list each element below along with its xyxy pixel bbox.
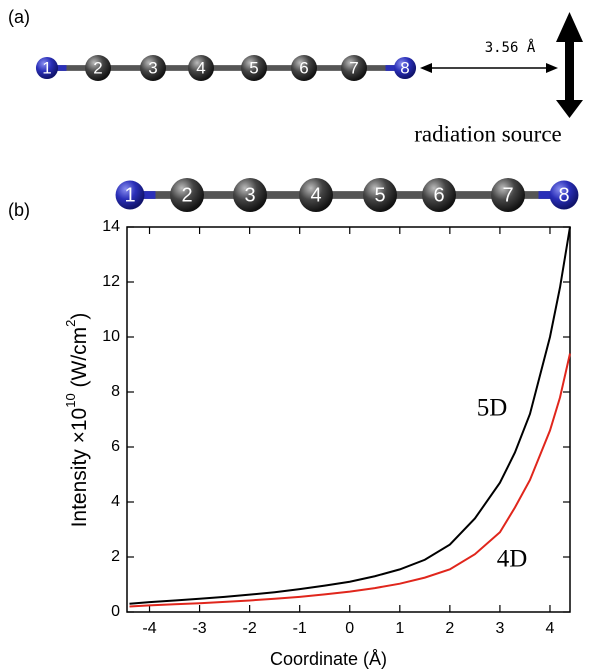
atom-label: 3 [148, 58, 157, 77]
atom-label: 4 [196, 58, 205, 77]
y-tick-label: 4 [111, 493, 120, 510]
series-label: 5D [477, 395, 508, 422]
y-axis-label-part: Intensity ×10 [68, 408, 91, 528]
y-tick-label: 6 [111, 438, 120, 455]
atom [170, 178, 204, 212]
atom-label: 4 [310, 184, 321, 206]
atom-label: 3 [244, 184, 255, 206]
atom [85, 55, 111, 81]
x-tick-label: -1 [293, 620, 307, 637]
y-tick-label: 2 [111, 548, 120, 565]
y-tick-label: 0 [111, 603, 120, 620]
atom [140, 55, 166, 81]
atom [393, 56, 417, 80]
atom-label: 2 [93, 58, 102, 77]
atom-label: 6 [433, 184, 444, 206]
y-axis-label-part: (W/cm [68, 327, 91, 393]
x-tick-label: -2 [243, 620, 257, 637]
y-tick-label: 8 [111, 383, 120, 400]
y-axis-label-part: 2 [63, 320, 78, 327]
panel-label: (a) [8, 7, 30, 27]
atom [341, 55, 367, 81]
series-line [129, 226, 571, 605]
atom-label: 8 [558, 184, 569, 206]
distance-label: 3.56 Å [485, 39, 536, 56]
x-tick-label: 2 [445, 620, 454, 637]
atom-label: 2 [181, 184, 192, 206]
atom-label: 7 [349, 58, 358, 77]
atom [35, 56, 59, 80]
plot-frame [126, 226, 571, 613]
panel-label: (b) [8, 200, 30, 220]
y-axis-label: Intensity ×1010 (W/cm2) [63, 313, 90, 528]
atom [188, 55, 214, 81]
y-tick-label: 10 [102, 328, 120, 345]
atom-label: 7 [502, 184, 513, 206]
x-tick-label: 4 [546, 620, 555, 637]
atom [299, 178, 333, 212]
atom-label: 6 [299, 58, 308, 77]
atom [549, 180, 579, 210]
series-line [129, 353, 571, 608]
x-tick-label: 0 [345, 620, 354, 637]
y-axis-label-part: ) [68, 313, 91, 320]
x-tick-label: -4 [142, 620, 156, 637]
atom-label: 5 [249, 58, 258, 77]
x-tick-label: -3 [192, 620, 206, 637]
atom [115, 180, 145, 210]
y-tick-label: 12 [102, 273, 120, 290]
atom [363, 178, 397, 212]
atom-label: 1 [124, 184, 135, 206]
atom [422, 178, 456, 212]
x-tick-label: 1 [395, 620, 404, 637]
atom [291, 55, 317, 81]
y-axis-label-part: 10 [63, 393, 78, 407]
atom-label: 5 [374, 184, 385, 206]
x-tick-label: 3 [495, 620, 504, 637]
atom-label: 8 [400, 58, 409, 77]
atom [233, 178, 267, 212]
source-label: radiation source [414, 121, 562, 146]
x-axis-label: Coordinate (Å) [270, 649, 387, 669]
atom-label: 1 [42, 58, 51, 77]
series-label: 4D [497, 546, 528, 573]
atom [241, 55, 267, 81]
y-tick-label: 14 [102, 218, 120, 235]
atom [491, 178, 525, 212]
distance-arrow [420, 63, 558, 73]
source-arrow [556, 12, 583, 118]
